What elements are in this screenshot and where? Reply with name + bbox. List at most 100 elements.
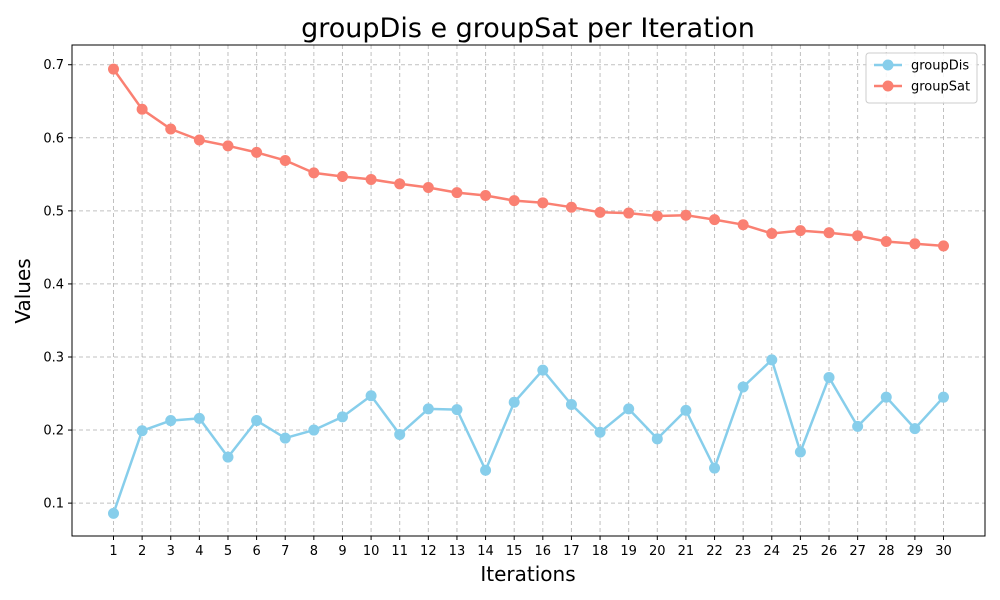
data-point [508, 195, 520, 207]
x-tick-label: 5 [224, 544, 232, 559]
data-point [193, 412, 205, 424]
data-point [422, 403, 434, 415]
chart-title: groupDis e groupSat per Iteration [301, 13, 755, 44]
x-tick-label: 4 [195, 544, 203, 559]
data-point [308, 167, 320, 179]
grid-lines [72, 45, 985, 536]
data-point [709, 462, 721, 474]
data-point [623, 207, 635, 219]
data-point [766, 354, 778, 366]
data-point [737, 219, 749, 231]
data-point [222, 451, 234, 463]
x-tick-label: 14 [477, 544, 494, 559]
data-point [365, 173, 377, 185]
data-point [537, 364, 549, 376]
data-point [794, 225, 806, 237]
data-point [451, 404, 463, 416]
plot-frame [71, 44, 986, 537]
x-tick-label: 2 [138, 544, 146, 559]
legend-marker [882, 59, 894, 71]
data-point [480, 464, 492, 476]
data-point [279, 154, 291, 166]
x-tick-label: 15 [506, 544, 523, 559]
data-point [193, 134, 205, 146]
y-tick-label: 0.5 [43, 204, 64, 219]
data-point [336, 171, 348, 183]
data-point [394, 178, 406, 190]
y-tick-label: 0.3 [43, 350, 64, 365]
x-tick-label: 20 [649, 544, 666, 559]
data-point [909, 423, 921, 435]
data-point [451, 187, 463, 199]
data-point [594, 426, 606, 438]
data-point [938, 240, 949, 252]
series-groupDis [108, 354, 949, 519]
x-tick-label: 30 [935, 544, 952, 559]
series-groupSat [108, 63, 949, 252]
y-axis: 0.1 0.2 0.3 0.4 0.5 0.6 0.7 [43, 58, 72, 512]
x-tick-label: 17 [563, 544, 580, 559]
x-tick-label: 12 [420, 544, 437, 559]
data-point [680, 209, 692, 221]
data-point [823, 371, 835, 383]
x-tick-label: 21 [678, 544, 695, 559]
data-point [308, 424, 320, 436]
x-tick-label: 29 [907, 544, 924, 559]
data-point [651, 433, 663, 445]
x-tick-label: 13 [449, 544, 466, 559]
data-point [794, 446, 806, 458]
data-point [651, 210, 663, 222]
legend-item: groupSat [874, 80, 970, 95]
data-point [880, 236, 892, 248]
x-tick-label: 25 [792, 544, 809, 559]
data-point [938, 391, 949, 403]
data-point [165, 415, 177, 427]
x-tick-label: 6 [252, 544, 260, 559]
x-axis-label: Iterations [480, 562, 575, 586]
y-axis-label: Values [11, 258, 35, 323]
data-point [852, 420, 864, 432]
data-point [136, 425, 148, 437]
data-point [251, 146, 263, 158]
legend-label: groupDis [911, 59, 969, 74]
data-point [336, 411, 348, 423]
y-tick-label: 0.6 [43, 131, 64, 146]
data-point [909, 238, 921, 250]
data-point [480, 190, 492, 202]
legend-item: groupDis [874, 59, 969, 74]
data-point [680, 404, 692, 416]
data-point [136, 103, 148, 115]
x-tick-label: 19 [620, 544, 637, 559]
x-tick-label: 28 [878, 544, 895, 559]
data-point [108, 507, 119, 519]
x-tick-label: 7 [281, 544, 289, 559]
data-point [766, 228, 778, 240]
plot-area [108, 63, 949, 519]
legend-marker [882, 80, 894, 92]
x-axis: 1 2 3 4 5 6 7 8 9 10 11 12 13 14 15 16 17 18 19 20 21 22 23 24 2… [109, 536, 952, 559]
x-tick-label: 27 [849, 544, 866, 559]
data-point [279, 432, 291, 444]
data-point [565, 201, 577, 213]
x-tick-label: 26 [821, 544, 838, 559]
legend: groupDis groupSat [865, 52, 978, 104]
x-tick-label: 24 [764, 544, 781, 559]
data-point [852, 230, 864, 242]
y-tick-label: 0.4 [43, 277, 64, 292]
data-point [594, 206, 606, 218]
data-point [565, 398, 577, 410]
data-point [422, 181, 434, 193]
data-point [394, 428, 406, 440]
data-point [823, 227, 835, 239]
data-point [709, 214, 721, 226]
x-tick-label: 23 [735, 544, 752, 559]
x-tick-label: 8 [310, 544, 318, 559]
data-point [251, 415, 263, 427]
x-tick-label: 10 [363, 544, 380, 559]
series-line [112, 358, 945, 514]
data-point [737, 381, 749, 393]
data-point [880, 391, 892, 403]
y-tick-label: 0.1 [43, 497, 64, 512]
